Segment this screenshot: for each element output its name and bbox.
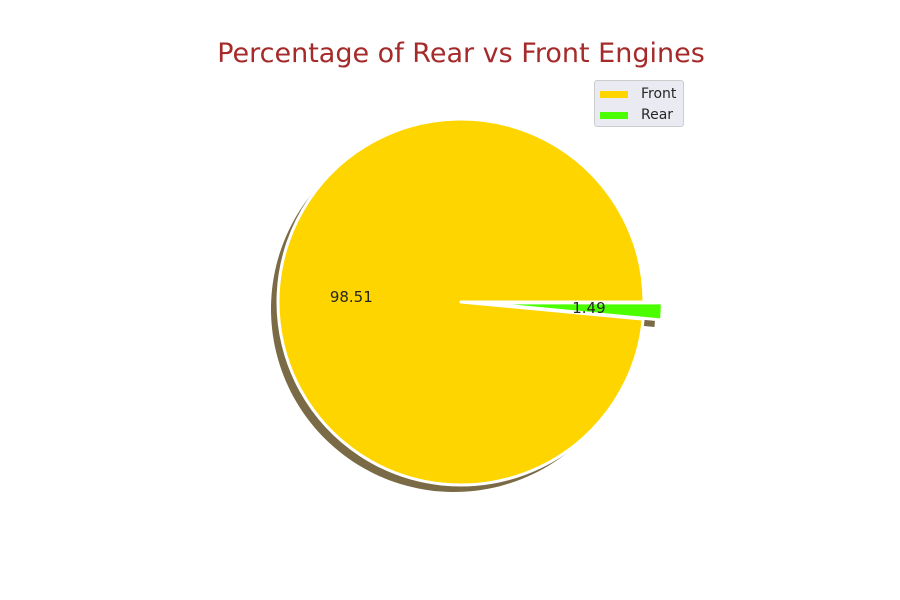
pie-labels: 98.51 1.49: [330, 288, 606, 317]
slice-label-front: 98.51: [330, 288, 373, 306]
slice-front: [276, 117, 646, 487]
legend-swatch-rear: [600, 111, 628, 119]
legend-item-rear: Rear: [600, 105, 683, 125]
legend-swatch-front: [600, 90, 628, 98]
slice-label-rear: 1.49: [572, 299, 605, 317]
legend-item-front: Front: [600, 84, 683, 104]
legend-label-rear: Rear: [641, 107, 674, 123]
slice-rear: [477, 301, 664, 322]
legend-label-front: Front: [641, 86, 677, 102]
legend: Front Rear: [594, 80, 684, 127]
chart-title: Percentage of Rear vs Front Engines: [217, 38, 705, 69]
pie-slices: [276, 117, 664, 487]
